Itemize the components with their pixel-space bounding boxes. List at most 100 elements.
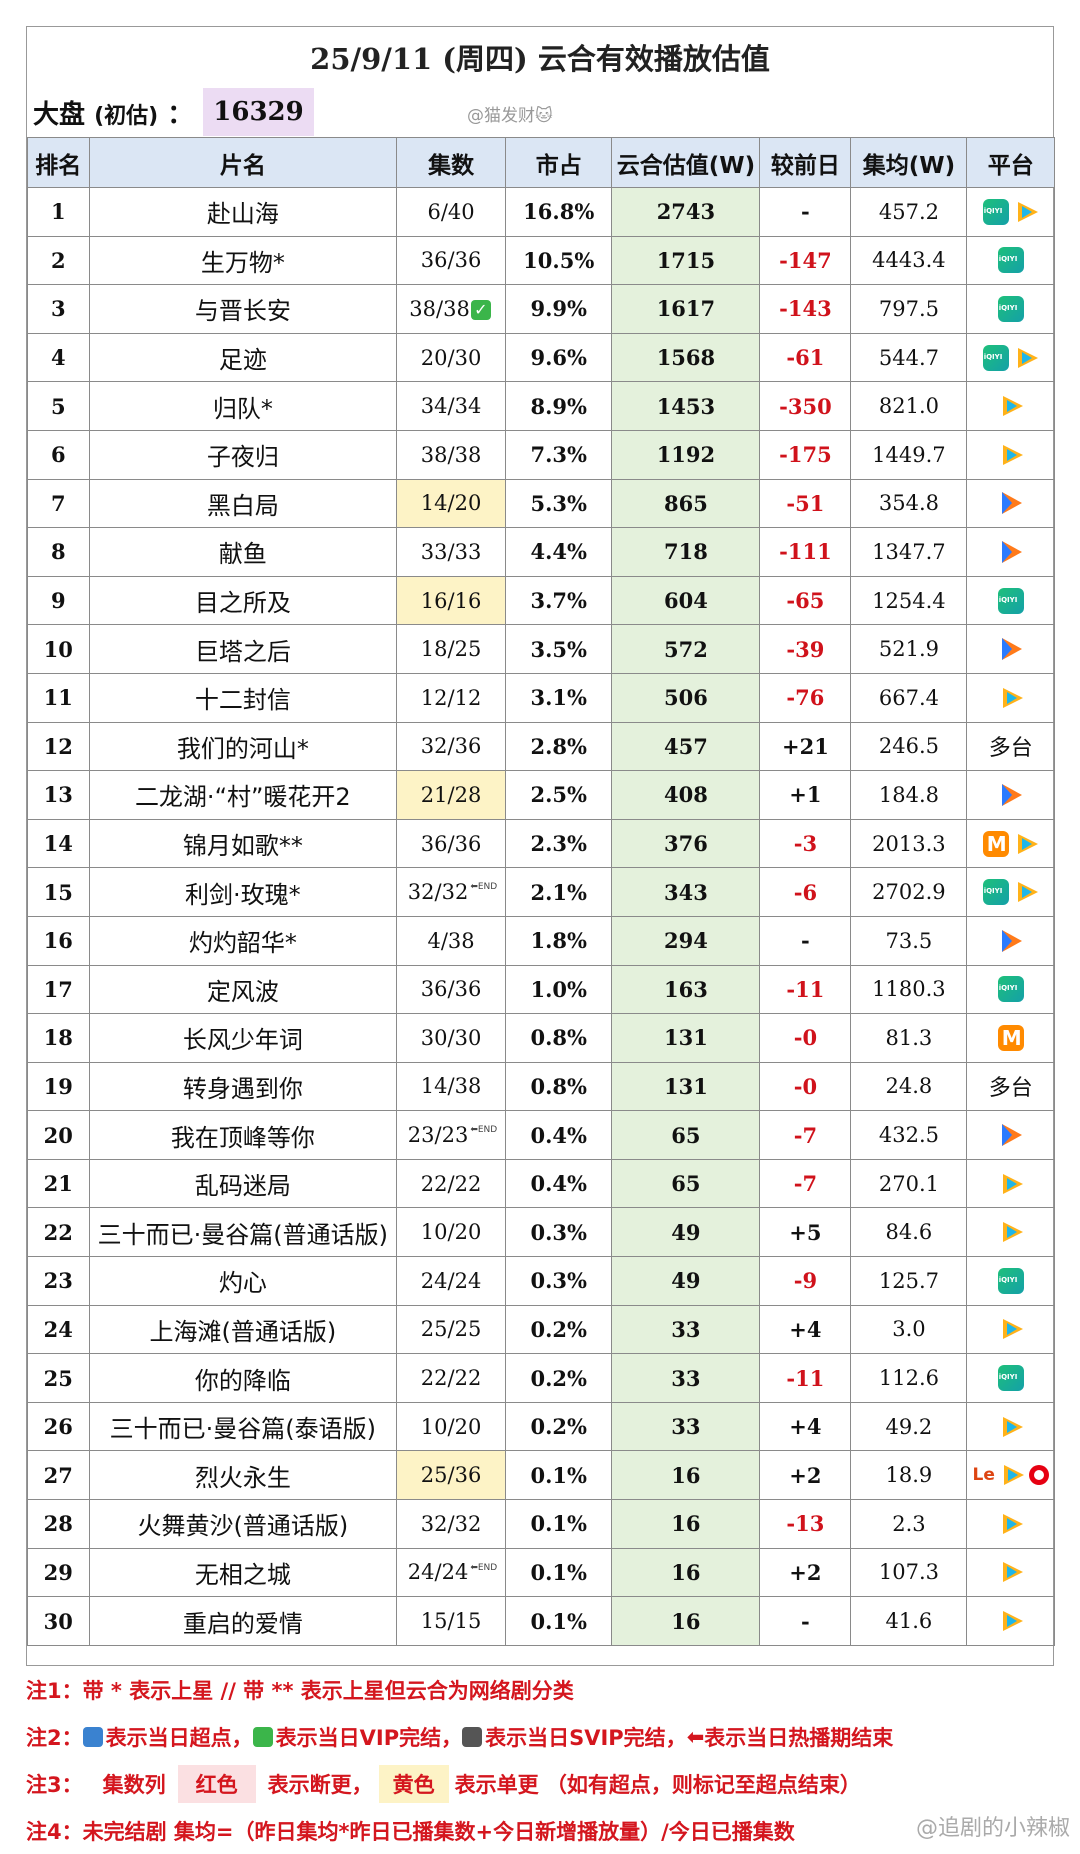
episodes-cell: 15/15 xyxy=(396,1596,506,1646)
iqiyi-icon xyxy=(982,198,1009,225)
episodes-value: 10/20 xyxy=(420,1414,482,1439)
share-cell: 3.1% xyxy=(504,672,613,723)
title-cell: 火舞黄沙(普通话版) xyxy=(88,1499,398,1549)
estimate-cell: 376 xyxy=(611,818,761,869)
change-cell: -61 xyxy=(759,332,852,383)
share-cell: 5.3% xyxy=(504,478,613,529)
tencent-video-icon xyxy=(997,441,1024,468)
average-cell: 4443.4 xyxy=(850,235,968,286)
platform-cell xyxy=(966,1547,1055,1598)
end-arrow-icon: ⬅ xyxy=(686,1724,705,1749)
episodes-cell: 36/36 xyxy=(396,235,506,286)
note-2-d: 表示当日热播期结束 xyxy=(704,1725,894,1750)
rank-cell: 24 xyxy=(27,1304,90,1355)
share-cell: 2.1% xyxy=(504,867,613,917)
table-row: 7 黑白局 14/20 5.3% 865 -51 354.8 xyxy=(27,478,1055,529)
average-cell: 184.8 xyxy=(850,770,968,820)
rank-cell: 19 xyxy=(27,1061,90,1112)
episodes-cell: 14/38 xyxy=(396,1061,506,1112)
rank-cell: 15 xyxy=(27,867,90,917)
average-cell: 1449.7 xyxy=(850,429,968,480)
title-cell: 足迹 xyxy=(88,332,398,383)
iqiyi-icon xyxy=(997,976,1024,1003)
title-cell: 长风少年词 xyxy=(88,1013,398,1063)
platform-cell: Le xyxy=(966,1450,1055,1501)
average-cell: 112.6 xyxy=(850,1353,968,1403)
average-cell: 521.9 xyxy=(850,624,968,674)
episodes-cell: 25/25 xyxy=(396,1304,506,1355)
table-row: 23 灼心 24/24 0.3% 49 -9 125.7 xyxy=(27,1256,1055,1306)
market-summary: 大盘 (初估) ： 16329 @猫发财🐱 xyxy=(27,87,1053,137)
note-3-c: 表示单更 （如有超点，则标记至超点结束） xyxy=(454,1772,861,1797)
end-arrow-icon: ⬅END xyxy=(470,1562,498,1573)
average-cell: 49.2 xyxy=(850,1401,968,1452)
share-cell: 2.8% xyxy=(504,721,613,772)
tencent-video-icon xyxy=(997,1559,1024,1586)
episodes-cell: 24/24 ⬅END xyxy=(396,1547,506,1598)
platform-cell: 多台 xyxy=(966,721,1055,772)
youku-icon xyxy=(997,781,1024,808)
end-arrow-icon: ⬅END xyxy=(470,882,498,893)
average-cell: 821.0 xyxy=(850,381,968,431)
share-cell: 7.3% xyxy=(504,429,613,480)
col-episodes: 集数 xyxy=(396,137,506,188)
change-cell: -7 xyxy=(759,1110,852,1160)
episodes-value: 32/32 xyxy=(407,879,469,904)
share-cell: 0.3% xyxy=(504,1207,613,1258)
change-cell: -350 xyxy=(759,381,852,431)
average-cell: 81.3 xyxy=(850,1013,968,1063)
episodes-value: 38/38 xyxy=(420,442,482,467)
note-2-b: 表示当日VIP完结， xyxy=(275,1725,463,1750)
estimate-cell: 16 xyxy=(611,1596,761,1646)
market-sub: (初估) xyxy=(94,103,159,129)
tencent-video-icon xyxy=(998,1462,1025,1489)
rank-cell: 4 xyxy=(27,332,90,383)
estimate-cell: 1617 xyxy=(611,284,761,334)
episodes-cell: 6/40 xyxy=(396,187,506,237)
episodes-cell: 38/38 ✓ xyxy=(396,284,506,334)
platform-cell xyxy=(966,1304,1055,1355)
super-point-icon xyxy=(82,1726,103,1747)
market-value: 16329 xyxy=(203,88,314,136)
episodes-cell: 36/36 xyxy=(396,964,506,1015)
share-cell: 0.2% xyxy=(504,1401,613,1452)
episodes-cell: 21/28 xyxy=(396,770,506,820)
rank-cell: 9 xyxy=(27,575,90,626)
title-cell: 重启的爱情 xyxy=(88,1596,398,1646)
episodes-value: 24/24 xyxy=(420,1268,482,1293)
note-3: 注3： 集数列 红色 表示断更， 黄色 表示单更 （如有超点，则标记至超点结束） xyxy=(26,1760,1080,1807)
table-row: 29 无相之城 24/24 ⬅END 0.1% 16 +2 107.3 xyxy=(27,1547,1055,1598)
iqiyi-icon xyxy=(997,247,1024,274)
average-cell: 270.1 xyxy=(850,1158,968,1209)
episodes-value: 6/40 xyxy=(427,199,475,224)
change-cell: -3 xyxy=(759,818,852,869)
platform-cell xyxy=(966,1256,1055,1306)
estimate-cell: 572 xyxy=(611,624,761,674)
tencent-video-icon xyxy=(1012,830,1039,857)
tencent-video-icon xyxy=(997,1510,1024,1537)
youku-icon xyxy=(997,490,1024,517)
platform-cell xyxy=(966,1596,1055,1646)
author-watermark: @猫发财🐱 xyxy=(467,106,553,126)
title-cell: 巨塔之后 xyxy=(88,624,398,674)
share-cell: 3.7% xyxy=(504,575,613,626)
change-cell: -9 xyxy=(759,1256,852,1306)
estimate-cell: 506 xyxy=(611,672,761,723)
rank-cell: 7 xyxy=(27,478,90,529)
table-row: 14 锦月如歌** 36/36 2.3% 376 -3 2013.3 xyxy=(27,818,1055,869)
average-cell: 667.4 xyxy=(850,672,968,723)
rank-cell: 26 xyxy=(27,1401,90,1452)
title-cell: 定风波 xyxy=(88,964,398,1015)
table-row: 5 归队* 34/34 8.9% 1453 -350 821.0 xyxy=(27,381,1055,431)
average-cell: 457.2 xyxy=(850,187,968,237)
title-cell: 灼心 xyxy=(88,1256,398,1306)
average-cell: 24.8 xyxy=(850,1061,968,1112)
rank-cell: 2 xyxy=(27,235,90,286)
note-1-text: 注1：带 * 表示上星 // 带 ** 表示上星但云合为网络剧分类 xyxy=(26,1678,574,1703)
estimate-cell: 1453 xyxy=(611,381,761,431)
note-1: 注1：带 * 表示上星 // 带 ** 表示上星但云合为网络剧分类 xyxy=(26,1666,1080,1713)
share-cell: 0.2% xyxy=(504,1353,613,1403)
col-rank: 排名 xyxy=(27,137,90,188)
table-row: 28 火舞黄沙(普通话版) 32/32 0.1% 16 -13 2.3 xyxy=(27,1499,1055,1549)
market-label-text: 大盘 xyxy=(33,99,86,130)
